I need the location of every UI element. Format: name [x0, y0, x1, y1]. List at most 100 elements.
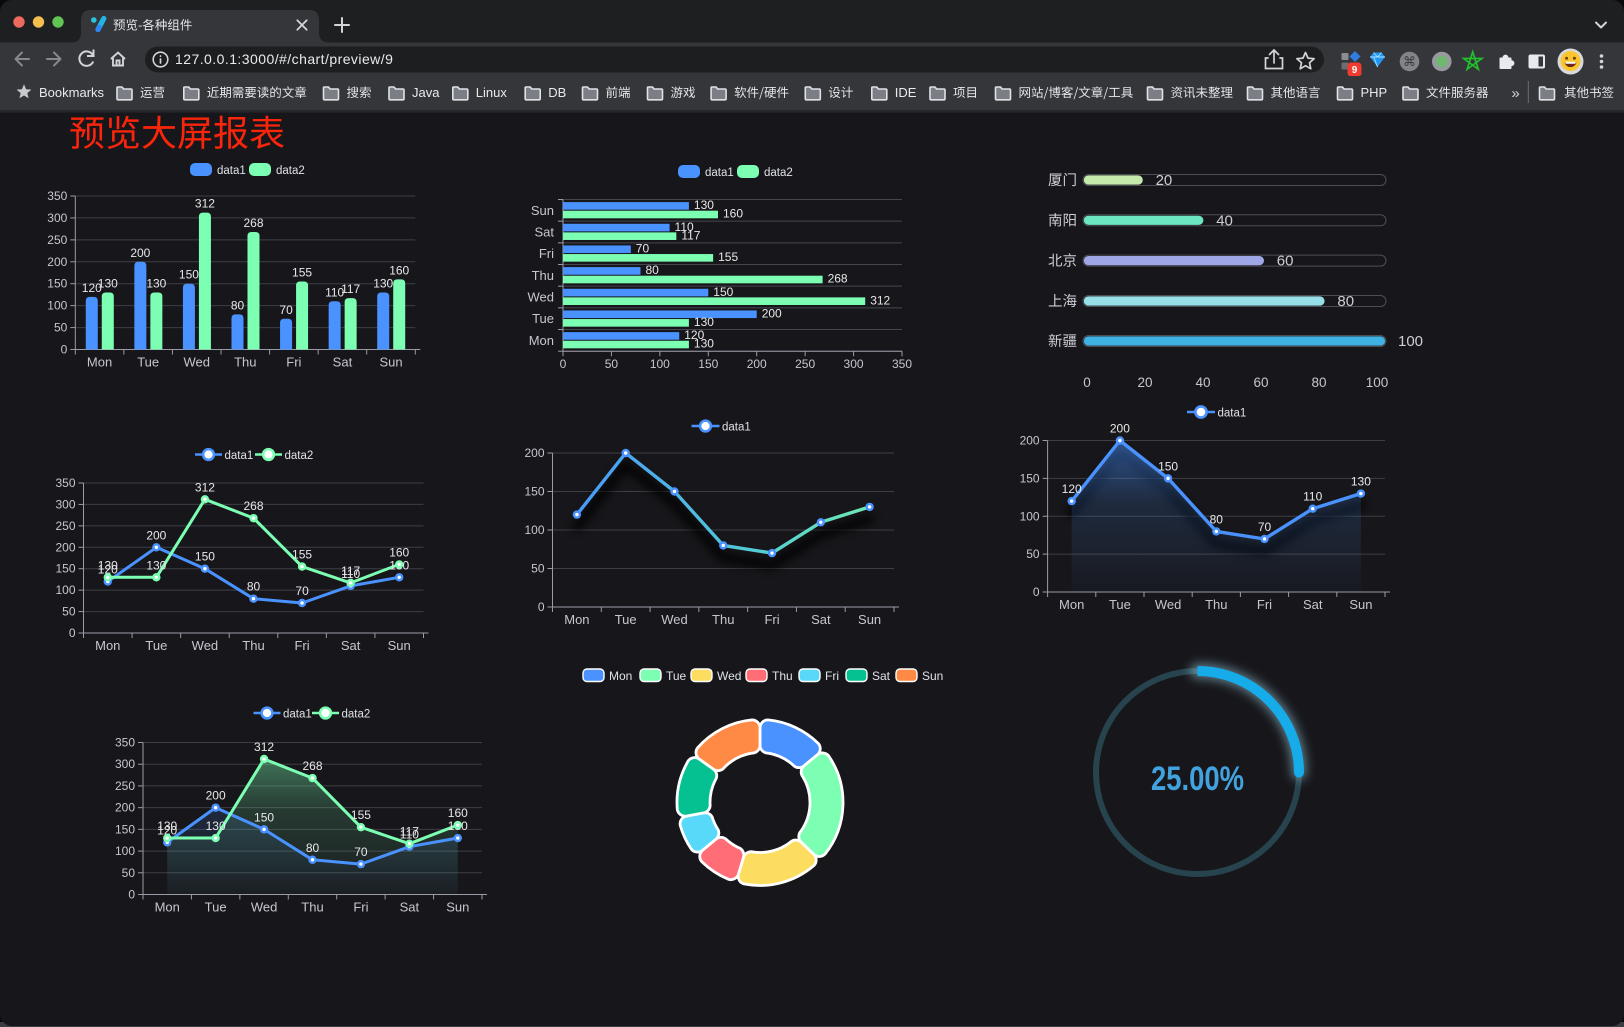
- svg-text:300: 300: [844, 357, 864, 371]
- svg-text:150: 150: [254, 810, 274, 824]
- svg-text:80: 80: [247, 580, 261, 594]
- svg-text:Linux: Linux: [476, 85, 508, 100]
- svg-text:150: 150: [47, 277, 67, 291]
- svg-text:100: 100: [1398, 333, 1423, 350]
- svg-text:50: 50: [54, 321, 68, 335]
- svg-text:312: 312: [195, 480, 215, 494]
- svg-text:data1: data1: [283, 709, 312, 721]
- svg-text:Mon: Mon: [529, 333, 554, 348]
- svg-text:Java: Java: [412, 85, 440, 100]
- svg-text:Mon: Mon: [609, 669, 632, 683]
- svg-text:130: 130: [694, 198, 714, 212]
- svg-text:Sun: Sun: [379, 355, 402, 370]
- svg-text:200: 200: [115, 801, 135, 815]
- svg-text:200: 200: [762, 306, 782, 320]
- svg-text:Bookmarks: Bookmarks: [39, 85, 105, 100]
- svg-text:IDE: IDE: [895, 85, 917, 100]
- svg-text:Sun: Sun: [531, 203, 554, 218]
- svg-text:350: 350: [55, 476, 75, 490]
- svg-text:155: 155: [292, 266, 312, 280]
- svg-text:130: 130: [146, 276, 166, 290]
- svg-text:data1: data1: [217, 165, 246, 177]
- svg-text:155: 155: [718, 250, 738, 264]
- svg-text:Wed: Wed: [661, 612, 688, 627]
- svg-text:150: 150: [115, 822, 135, 836]
- svg-text:200: 200: [55, 540, 75, 554]
- svg-text:Wed: Wed: [528, 290, 555, 305]
- svg-text:Sat: Sat: [811, 612, 831, 627]
- svg-text:300: 300: [55, 497, 75, 511]
- svg-text:250: 250: [55, 519, 75, 533]
- svg-text:150: 150: [1158, 459, 1178, 473]
- svg-text:PHP: PHP: [1361, 85, 1388, 100]
- svg-text:Thu: Thu: [1205, 597, 1227, 612]
- svg-text:Wed: Wed: [251, 900, 278, 915]
- svg-text:Thu: Thu: [532, 268, 554, 283]
- svg-text:Fri: Fri: [539, 246, 554, 261]
- svg-text:160: 160: [389, 263, 409, 277]
- svg-text:Tue: Tue: [145, 638, 167, 653]
- svg-text:350: 350: [47, 189, 67, 203]
- svg-text:60: 60: [1253, 375, 1268, 390]
- svg-text:Thu: Thu: [234, 355, 256, 370]
- svg-text:155: 155: [351, 808, 371, 822]
- svg-text:Sat: Sat: [1303, 597, 1323, 612]
- svg-text:268: 268: [828, 272, 848, 286]
- svg-text:data2: data2: [764, 167, 793, 179]
- svg-text:110: 110: [325, 285, 344, 299]
- svg-text:268: 268: [302, 759, 322, 773]
- svg-text:Tue: Tue: [615, 612, 637, 627]
- svg-text:200: 200: [524, 446, 544, 460]
- svg-text:150: 150: [713, 285, 733, 299]
- svg-text:Sat: Sat: [333, 355, 353, 370]
- svg-text:150: 150: [179, 268, 199, 282]
- svg-text:40: 40: [1195, 375, 1210, 390]
- svg-text:Mon: Mon: [1059, 597, 1084, 612]
- svg-text:Thu: Thu: [242, 638, 264, 653]
- svg-text:100: 100: [55, 583, 75, 597]
- svg-text:Sat: Sat: [400, 900, 420, 915]
- svg-text:data2: data2: [285, 450, 314, 462]
- svg-text:0: 0: [69, 626, 76, 640]
- svg-text:Sun: Sun: [1349, 597, 1372, 612]
- svg-text:Fri: Fri: [353, 900, 368, 915]
- svg-text:110: 110: [341, 567, 360, 581]
- svg-text:Wed: Wed: [192, 638, 219, 653]
- svg-text:120: 120: [82, 281, 102, 295]
- svg-text:117: 117: [681, 228, 700, 242]
- svg-text:80: 80: [231, 298, 245, 312]
- svg-text:268: 268: [243, 216, 263, 230]
- svg-text:Fri: Fri: [825, 669, 839, 683]
- svg-text:160: 160: [448, 806, 468, 820]
- svg-text:20: 20: [1156, 172, 1173, 189]
- svg-text:100: 100: [47, 299, 67, 313]
- svg-text:Sat: Sat: [872, 669, 891, 683]
- svg-text:Thu: Thu: [712, 612, 734, 627]
- svg-text:0: 0: [1083, 375, 1091, 390]
- svg-text:Fri: Fri: [1257, 597, 1272, 612]
- svg-text:110: 110: [675, 220, 694, 234]
- svg-text:Sun: Sun: [922, 669, 943, 683]
- svg-text:Sun: Sun: [388, 638, 411, 653]
- svg-text:110: 110: [1303, 490, 1322, 504]
- svg-text:130: 130: [206, 819, 226, 833]
- svg-text:100: 100: [650, 357, 670, 371]
- svg-text:150: 150: [1020, 471, 1040, 485]
- svg-text:100: 100: [524, 523, 544, 537]
- svg-text:0: 0: [1033, 585, 1040, 599]
- svg-text:117: 117: [341, 282, 360, 296]
- svg-text:312: 312: [254, 740, 274, 754]
- svg-text:80: 80: [1210, 512, 1224, 526]
- svg-text:300: 300: [115, 757, 135, 771]
- svg-text:130: 130: [157, 819, 177, 833]
- svg-text:200: 200: [47, 255, 67, 269]
- svg-text:Sun: Sun: [858, 612, 881, 627]
- svg-text:150: 150: [195, 550, 215, 564]
- svg-text:200: 200: [146, 528, 166, 542]
- svg-text:0: 0: [560, 357, 567, 371]
- svg-text:312: 312: [870, 293, 890, 307]
- svg-text:250: 250: [47, 233, 67, 247]
- svg-text:80: 80: [306, 841, 320, 855]
- svg-text:80: 80: [645, 263, 659, 277]
- svg-text:Fri: Fri: [764, 612, 779, 627]
